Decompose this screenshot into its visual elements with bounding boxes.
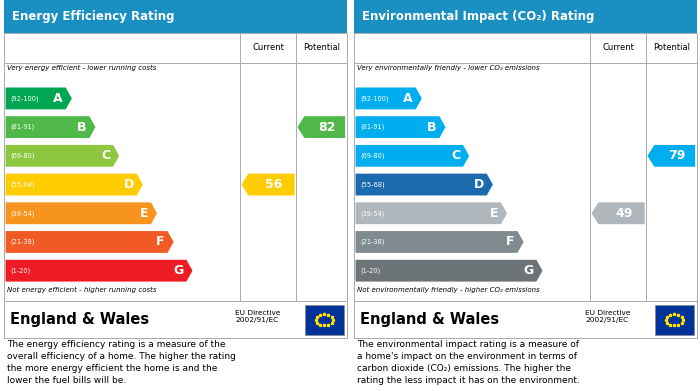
Text: Current: Current bbox=[252, 43, 284, 52]
Text: England & Wales: England & Wales bbox=[360, 312, 500, 327]
Text: EU Directive
2002/91/EC: EU Directive 2002/91/EC bbox=[585, 310, 631, 323]
Text: B: B bbox=[427, 121, 437, 134]
Text: Not energy efficient - higher running costs: Not energy efficient - higher running co… bbox=[7, 287, 156, 293]
Polygon shape bbox=[6, 145, 119, 167]
Text: The environmental impact rating is a measure of
a home's impact on the environme: The environmental impact rating is a mea… bbox=[357, 340, 580, 385]
Text: B: B bbox=[77, 121, 87, 134]
Text: D: D bbox=[474, 178, 484, 191]
Bar bbox=[354, 33, 696, 301]
Text: (81-91): (81-91) bbox=[360, 124, 384, 130]
Text: (55-68): (55-68) bbox=[10, 181, 34, 188]
Polygon shape bbox=[6, 116, 95, 138]
Text: Very energy efficient - lower running costs: Very energy efficient - lower running co… bbox=[7, 65, 156, 71]
Text: (1-20): (1-20) bbox=[360, 267, 380, 274]
Polygon shape bbox=[356, 116, 445, 138]
Text: (69-80): (69-80) bbox=[10, 152, 34, 159]
Text: Potential: Potential bbox=[303, 43, 340, 52]
Polygon shape bbox=[241, 174, 295, 196]
Polygon shape bbox=[648, 145, 695, 167]
Polygon shape bbox=[6, 203, 157, 224]
Polygon shape bbox=[298, 116, 345, 138]
Text: D: D bbox=[124, 178, 134, 191]
Polygon shape bbox=[356, 260, 542, 282]
Text: Energy Efficiency Rating: Energy Efficiency Rating bbox=[12, 10, 174, 23]
Text: (92-100): (92-100) bbox=[10, 95, 38, 102]
Text: Potential: Potential bbox=[653, 43, 690, 52]
Polygon shape bbox=[356, 88, 422, 109]
Text: (55-68): (55-68) bbox=[360, 181, 384, 188]
Text: G: G bbox=[174, 264, 183, 277]
Text: E: E bbox=[490, 207, 498, 220]
Polygon shape bbox=[356, 203, 507, 224]
Polygon shape bbox=[356, 174, 493, 196]
Polygon shape bbox=[6, 260, 192, 282]
Bar bbox=[354, 0, 696, 33]
Polygon shape bbox=[356, 145, 469, 167]
Text: Not environmentally friendly - higher CO₂ emissions: Not environmentally friendly - higher CO… bbox=[357, 287, 540, 293]
Text: F: F bbox=[156, 235, 164, 248]
Bar bbox=[4, 0, 346, 33]
Polygon shape bbox=[6, 174, 143, 196]
Bar bbox=[304, 305, 344, 334]
Text: E: E bbox=[140, 207, 148, 220]
Text: Very environmentally friendly - lower CO₂ emissions: Very environmentally friendly - lower CO… bbox=[357, 65, 540, 71]
Polygon shape bbox=[6, 88, 72, 109]
Text: (92-100): (92-100) bbox=[360, 95, 389, 102]
Text: (1-20): (1-20) bbox=[10, 267, 30, 274]
Text: EU Directive
2002/91/EC: EU Directive 2002/91/EC bbox=[235, 310, 281, 323]
Text: F: F bbox=[506, 235, 514, 248]
Text: 82: 82 bbox=[318, 121, 336, 134]
Text: (81-91): (81-91) bbox=[10, 124, 34, 130]
Text: Current: Current bbox=[602, 43, 634, 52]
Text: England & Wales: England & Wales bbox=[10, 312, 150, 327]
Bar bbox=[4, 301, 346, 338]
Text: C: C bbox=[102, 149, 111, 162]
Polygon shape bbox=[592, 203, 645, 224]
Text: 56: 56 bbox=[265, 178, 283, 191]
Text: (21-38): (21-38) bbox=[360, 239, 384, 245]
Text: (69-80): (69-80) bbox=[360, 152, 384, 159]
Polygon shape bbox=[6, 231, 174, 253]
Text: The energy efficiency rating is a measure of the
overall efficiency of a home. T: The energy efficiency rating is a measur… bbox=[7, 340, 236, 385]
Text: (39-54): (39-54) bbox=[10, 210, 34, 217]
Bar bbox=[654, 305, 694, 334]
Bar bbox=[354, 301, 696, 338]
Text: 49: 49 bbox=[615, 207, 633, 220]
Text: A: A bbox=[53, 92, 63, 105]
Text: C: C bbox=[452, 149, 461, 162]
Polygon shape bbox=[356, 231, 524, 253]
Text: (21-38): (21-38) bbox=[10, 239, 34, 245]
Text: G: G bbox=[524, 264, 533, 277]
Text: (39-54): (39-54) bbox=[360, 210, 384, 217]
Text: A: A bbox=[403, 92, 413, 105]
Text: 79: 79 bbox=[668, 149, 686, 162]
Bar bbox=[4, 33, 346, 301]
Text: Environmental Impact (CO₂) Rating: Environmental Impact (CO₂) Rating bbox=[362, 10, 594, 23]
